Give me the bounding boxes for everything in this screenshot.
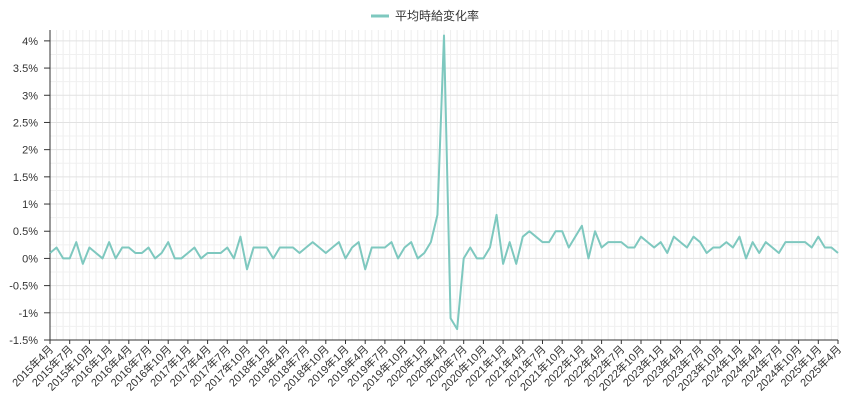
y-tick-label: -0.5% [9,281,38,293]
legend[interactable]: 平均時給変化率 [371,8,479,23]
y-tick-label: 4% [22,36,38,48]
series-line [49,34,839,331]
y-tick-label: 3.5% [13,63,38,75]
y-tick-label: -1% [18,308,38,320]
x-axis-ticks: 2015年4月2015年7月2015年10月2016年1月2016年4月2016… [9,340,844,394]
y-tick-label: 1% [22,199,38,211]
legend-label: 平均時給変化率 [395,8,479,23]
y-tick-label: -1.5% [9,335,38,347]
y-tick-label: 2% [22,145,38,157]
y-tick-label: 2.5% [13,117,38,129]
y-tick-label: 1.5% [13,172,38,184]
y-tick-label: 0.5% [13,226,38,238]
y-tick-label: 3% [22,90,38,102]
y-axis-ticks: 4% 3.5% 3% 2.5% 2% 1.5% 1% 0.5% 0% -0.5% -1% -1.5% [9,36,50,347]
series [49,34,839,331]
y-tick-label: 0% [22,253,38,265]
